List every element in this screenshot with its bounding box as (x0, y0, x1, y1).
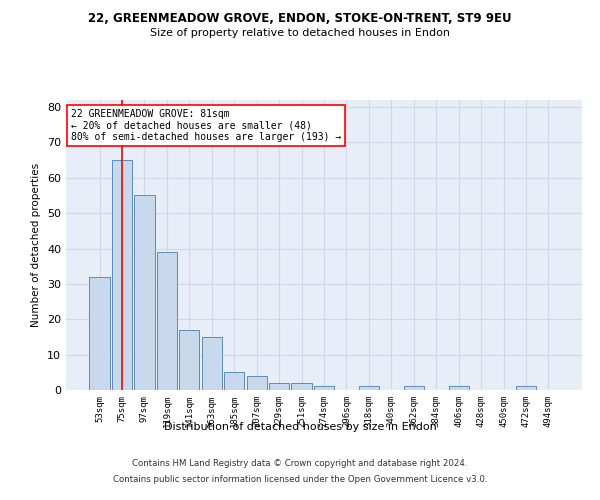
Bar (179, 330, 199, 390)
Text: Contains public sector information licensed under the Open Government Licence v3: Contains public sector information licen… (113, 475, 487, 484)
Bar (202, 337, 222, 390)
Text: 22, GREENMEADOW GROVE, ENDON, STOKE-ON-TRENT, ST9 9EU: 22, GREENMEADOW GROVE, ENDON, STOKE-ON-T… (88, 12, 512, 26)
Bar (449, 386, 469, 390)
Bar (134, 196, 155, 390)
Bar (404, 386, 424, 390)
Text: Contains HM Land Registry data © Crown copyright and database right 2024.: Contains HM Land Registry data © Crown c… (132, 458, 468, 468)
Text: Distribution of detached houses by size in Endon: Distribution of detached houses by size … (164, 422, 436, 432)
Bar (292, 383, 311, 390)
Bar (516, 386, 536, 390)
Bar (112, 160, 132, 390)
Bar (269, 383, 289, 390)
Bar (314, 386, 334, 390)
Bar (247, 376, 267, 390)
Bar (157, 252, 177, 390)
Y-axis label: Number of detached properties: Number of detached properties (31, 163, 41, 327)
Text: Size of property relative to detached houses in Endon: Size of property relative to detached ho… (150, 28, 450, 38)
Text: 22 GREENMEADOW GROVE: 81sqm
← 20% of detached houses are smaller (48)
80% of sem: 22 GREENMEADOW GROVE: 81sqm ← 20% of det… (71, 108, 341, 142)
Bar (359, 386, 379, 390)
Bar (224, 372, 244, 390)
Bar (89, 277, 110, 390)
